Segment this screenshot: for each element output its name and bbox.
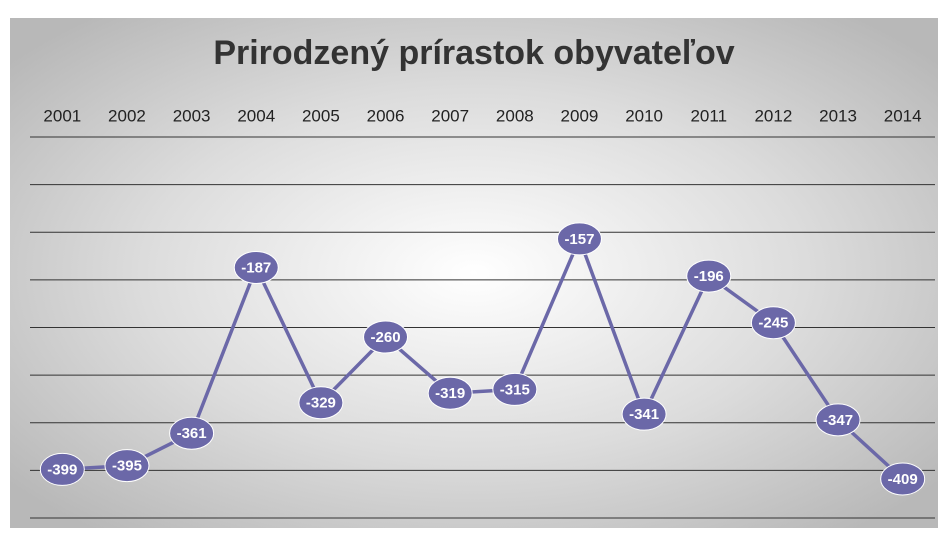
data-point: [233, 250, 279, 284]
x-tick-label: 2005: [302, 106, 340, 125]
data-label: -361: [177, 425, 207, 442]
data-label: -245: [758, 315, 788, 332]
data-point: [815, 403, 861, 437]
x-tick-label: 2014: [884, 106, 922, 125]
plot-background: [10, 18, 938, 528]
data-label: -315: [500, 381, 530, 398]
x-tick-label: 2006: [367, 106, 405, 125]
chart-title: Prirodzený prírastok obyvateľov: [213, 34, 734, 72]
data-label: -319: [435, 385, 465, 402]
data-label: -395: [112, 458, 142, 475]
x-tick-label: 2010: [625, 106, 663, 125]
data-point: [556, 222, 602, 256]
data-point: [880, 462, 926, 496]
data-point: [621, 397, 667, 431]
data-point: [492, 372, 538, 406]
data-point: [686, 259, 732, 293]
data-label: -329: [306, 395, 336, 412]
x-tick-label: 2001: [43, 106, 81, 125]
x-tick-label: 2009: [561, 106, 599, 125]
x-tick-label: 2011: [690, 106, 727, 125]
data-label: -347: [823, 412, 853, 429]
x-tick-label: 2004: [237, 106, 275, 125]
data-label: -196: [694, 268, 724, 285]
data-label: -260: [371, 329, 401, 346]
data-label: -187: [241, 259, 271, 276]
data-label: -409: [888, 471, 918, 488]
data-point: [169, 416, 215, 450]
x-tick-label: 2013: [819, 106, 857, 125]
data-point: [363, 320, 409, 354]
x-tick-label: 2012: [754, 106, 792, 125]
data-point: [750, 306, 796, 340]
x-tick-label: 2002: [108, 106, 146, 125]
x-tick-label: 2003: [173, 106, 211, 125]
data-point: [427, 376, 473, 410]
data-label: -157: [564, 231, 594, 248]
data-point: [39, 452, 85, 486]
data-point: [104, 449, 150, 483]
data-label: -341: [629, 406, 659, 423]
x-tick-label: 2007: [431, 106, 469, 125]
data-point: [298, 386, 344, 420]
data-label: -399: [47, 461, 77, 478]
x-tick-label: 2008: [496, 106, 534, 125]
